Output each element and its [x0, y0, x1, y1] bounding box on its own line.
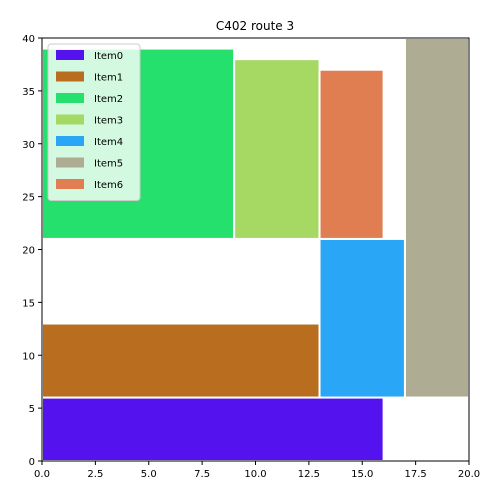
legend-label: Item0	[94, 51, 123, 62]
y-axis: 0 5 10 15 20 25 30 35 40	[22, 34, 42, 468]
legend-swatch	[56, 93, 84, 103]
y-tick-label: 35	[22, 87, 35, 98]
bar-item3	[233, 58, 321, 240]
x-tick-label: 17.5	[404, 469, 426, 480]
y-tick-label: 5	[29, 404, 35, 415]
bar-item4	[318, 237, 406, 399]
x-tick-label: 7.5	[194, 469, 210, 480]
y-tick-label: 20	[22, 246, 35, 257]
y-tick-label: 40	[22, 34, 35, 45]
x-tick-label: 5.0	[141, 469, 157, 480]
chart-title: C402 route 3	[216, 19, 294, 33]
legend-label: Item2	[94, 94, 123, 105]
bar-item0	[41, 396, 385, 462]
legend-swatch	[56, 71, 84, 82]
legend-label: Item3	[94, 116, 123, 127]
legend-swatch	[56, 50, 84, 60]
y-tick-label: 15	[22, 298, 35, 309]
x-tick-label: 10.0	[244, 469, 266, 480]
legend: Item0 Item1 Item2 Item3 Item4 Item5 Item6	[47, 43, 141, 201]
legend-label: Item6	[94, 180, 123, 191]
x-axis: 0.0 2.5 5.0 7.5 10.0 12.5 15.0 17.5 20.0	[34, 461, 480, 480]
y-tick-label: 10	[22, 351, 35, 362]
bar-item5	[403, 37, 471, 399]
legend-swatch	[56, 157, 84, 168]
legend-label: Item4	[94, 137, 123, 148]
legend-swatch	[56, 136, 84, 146]
legend-swatch	[56, 114, 84, 125]
bar-item6	[318, 68, 385, 240]
x-tick-label: 15.0	[351, 469, 373, 480]
x-tick-label: 12.5	[298, 469, 320, 480]
legend-swatch	[56, 179, 84, 189]
bar-item1	[41, 322, 321, 399]
x-tick-label: 20.0	[458, 469, 480, 480]
y-tick-label: 30	[22, 140, 35, 151]
y-tick-label: 25	[22, 193, 35, 204]
x-tick-label: 2.5	[87, 469, 103, 480]
legend-label: Item5	[94, 159, 123, 170]
legend-label: Item1	[94, 73, 123, 84]
y-tick-label: 0	[29, 457, 35, 468]
x-tick-label: 0.0	[34, 469, 50, 480]
